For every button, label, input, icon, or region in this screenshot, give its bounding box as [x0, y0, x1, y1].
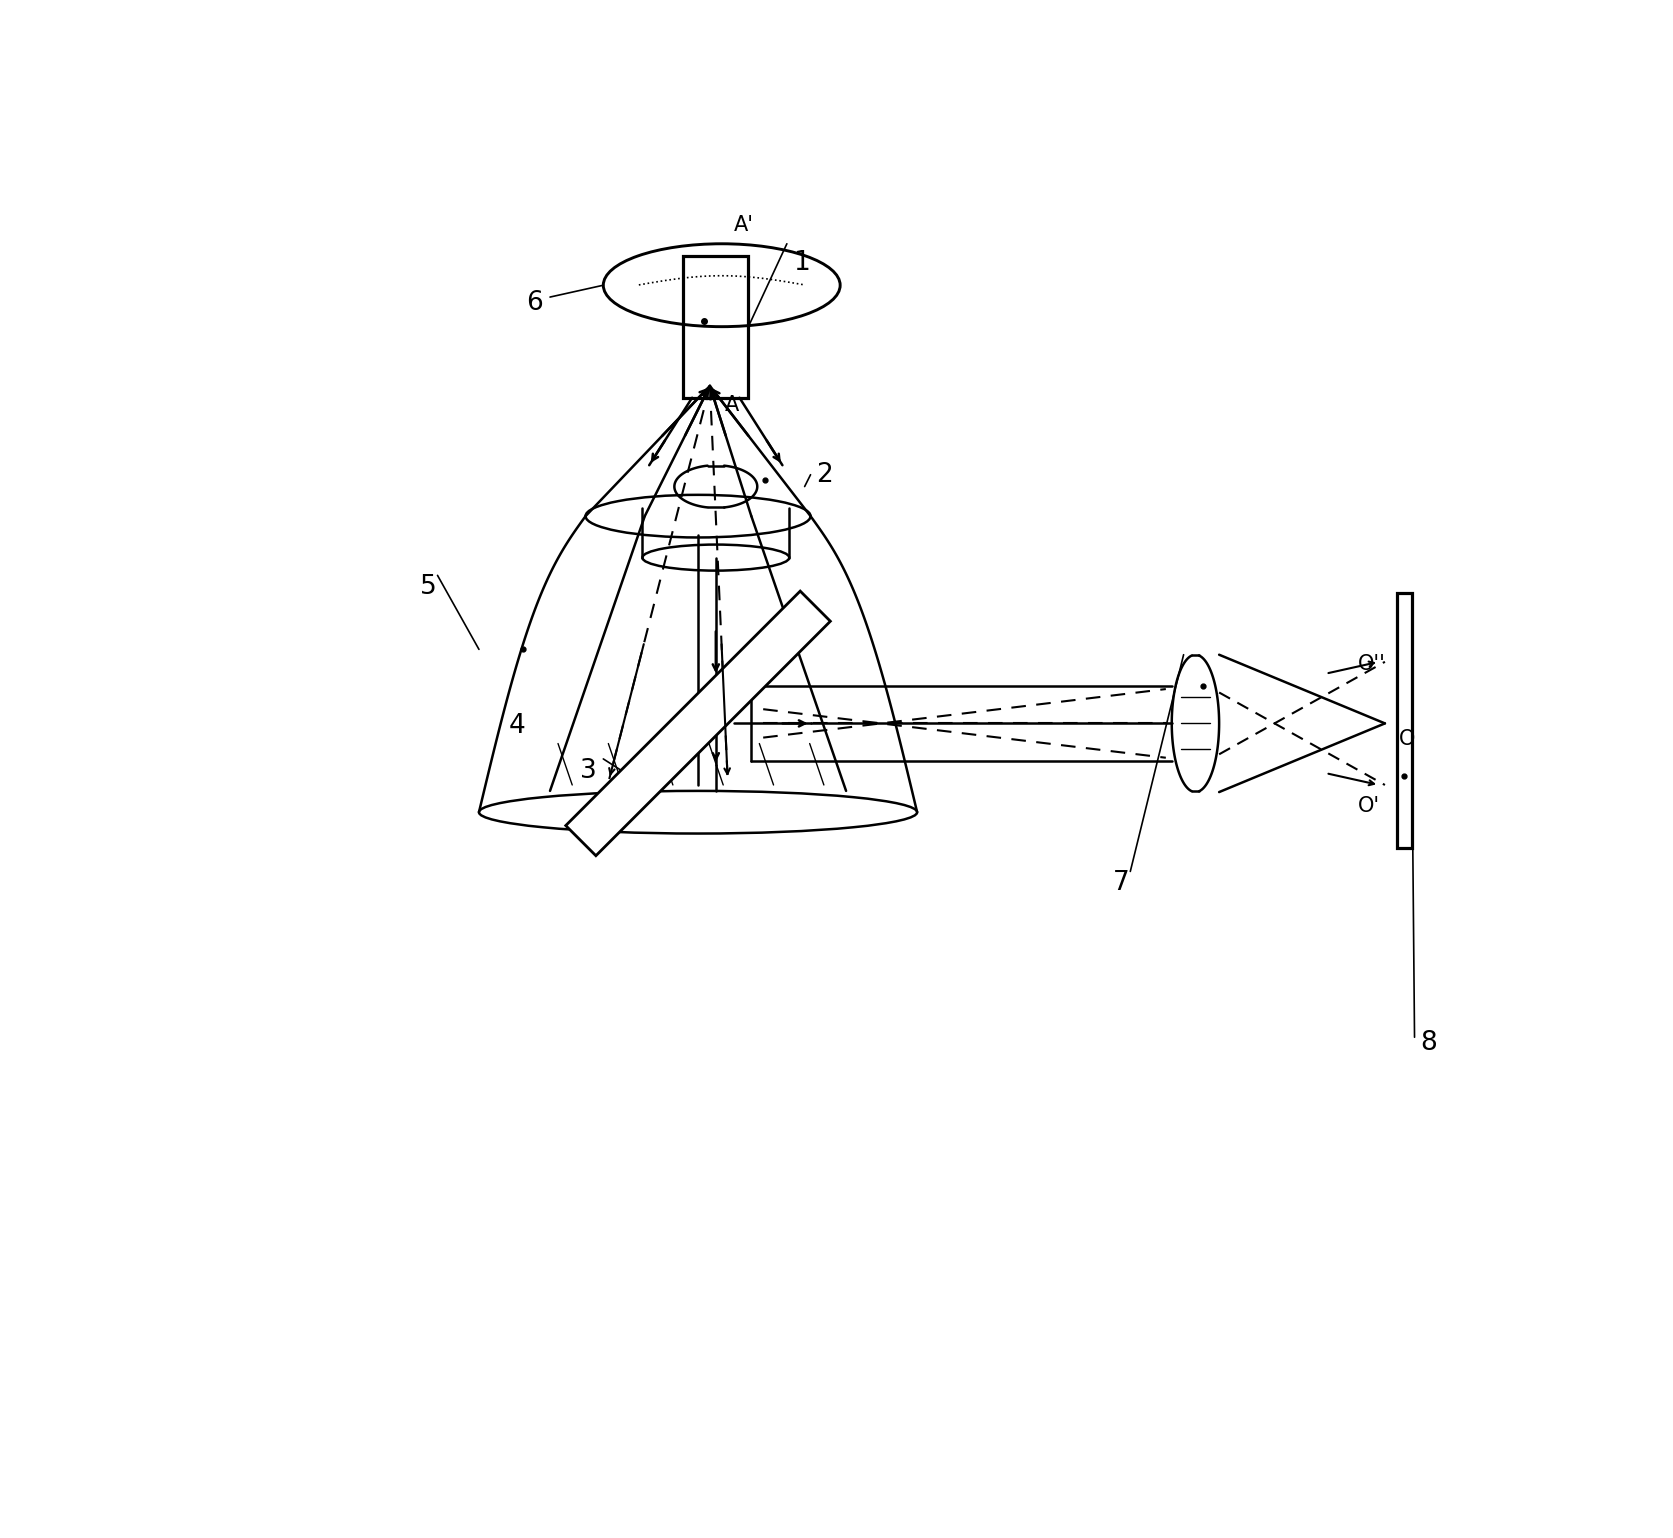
- Text: A': A': [733, 215, 753, 235]
- Text: 7: 7: [1113, 871, 1129, 897]
- Text: A: A: [724, 395, 739, 415]
- Text: 6: 6: [525, 291, 542, 315]
- Bar: [683, 255, 748, 398]
- Text: O'': O'': [1357, 654, 1385, 674]
- Text: O': O': [1357, 797, 1379, 817]
- Bar: [1395, 594, 1412, 847]
- Text: O: O: [1399, 729, 1415, 749]
- Text: 2: 2: [816, 461, 833, 488]
- Text: 5: 5: [420, 574, 437, 600]
- Text: 4: 4: [509, 712, 525, 738]
- Text: 8: 8: [1420, 1030, 1437, 1057]
- Text: 1: 1: [793, 249, 810, 275]
- Text: 3: 3: [579, 758, 596, 784]
- Polygon shape: [565, 591, 830, 855]
